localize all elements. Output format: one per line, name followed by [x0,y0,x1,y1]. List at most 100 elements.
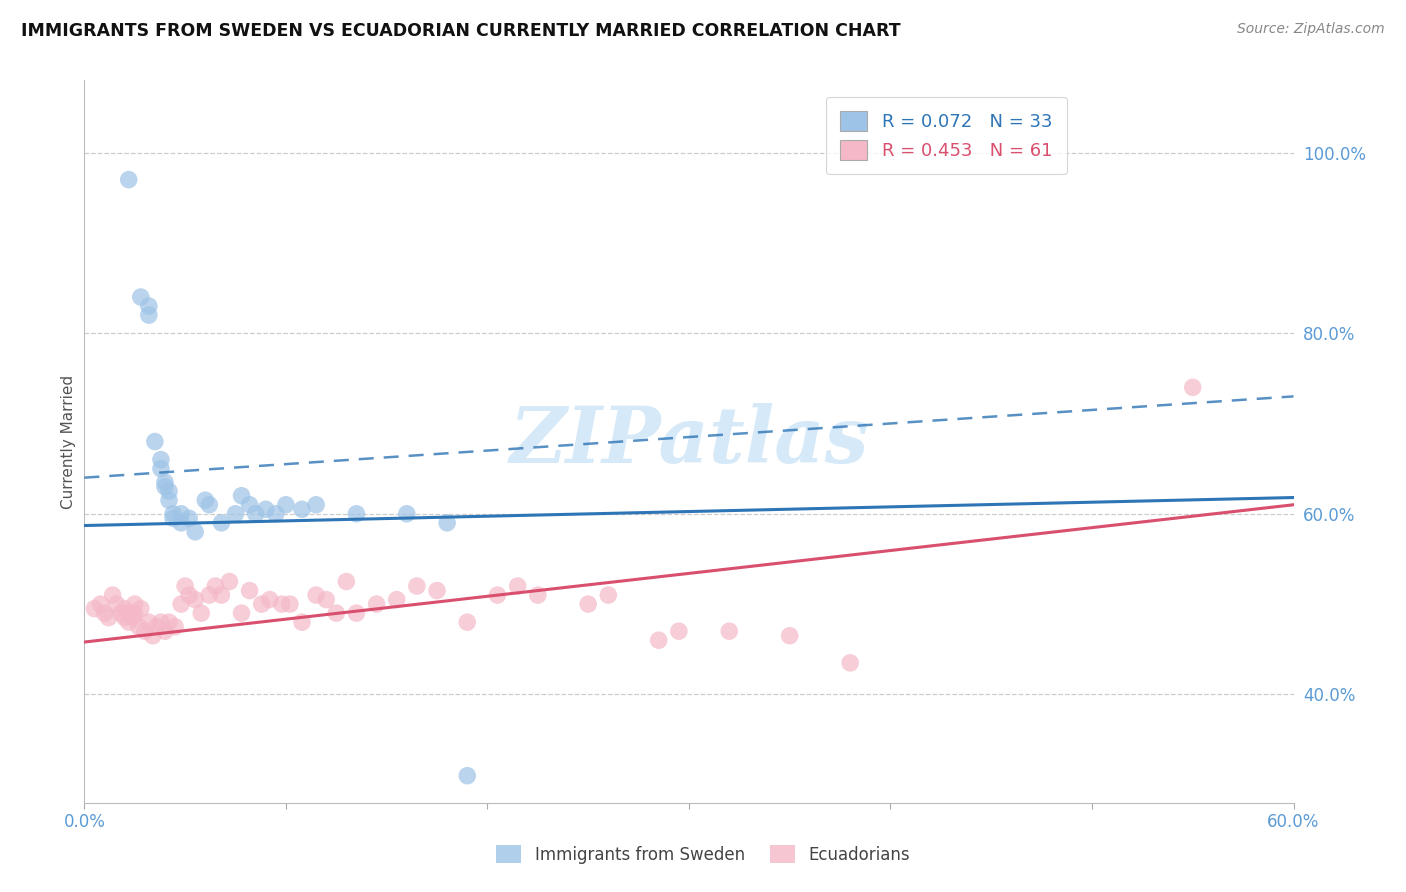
Point [239,583,262,598]
Point [101,588,124,602]
Point [406,579,429,593]
Point [129,601,152,615]
Point [335,574,357,589]
Point [194,493,217,508]
Point [153,624,176,639]
Point [305,588,328,602]
Point [89,597,111,611]
Point [270,597,292,611]
Point [436,516,458,530]
Point [839,656,862,670]
Point [576,597,599,611]
Point [1181,380,1204,394]
Point [718,624,741,639]
Point [118,606,141,620]
Point [239,498,262,512]
Point [143,434,166,449]
Point [162,507,184,521]
Point [231,606,253,620]
Point [153,475,176,490]
Point [134,624,156,639]
Point [184,524,207,539]
Point [315,592,337,607]
Point [264,507,287,521]
Point [149,452,172,467]
Point [209,588,232,602]
Point [366,597,388,611]
Text: IMMIGRANTS FROM SWEDEN VS ECUADORIAN CURRENTLY MARRIED CORRELATION CHART: IMMIGRANTS FROM SWEDEN VS ECUADORIAN CUR… [21,22,901,40]
Point [395,507,418,521]
Point [157,484,180,499]
Point [291,502,314,516]
Point [97,610,120,624]
Point [114,601,136,615]
Point [209,516,232,530]
Legend: Immigrants from Sweden, Ecuadorians: Immigrants from Sweden, Ecuadorians [489,838,917,871]
Point [170,597,193,611]
Point [138,299,160,313]
Point [274,498,297,512]
Point [170,516,193,530]
Point [278,597,301,611]
Point [118,172,141,186]
Point [456,769,478,783]
Point [179,588,201,602]
Point [231,489,253,503]
Point [121,610,143,624]
Point [198,588,221,602]
Point [157,615,180,630]
Point [83,601,105,615]
Point [291,615,314,630]
Point [110,606,132,620]
Point [149,615,172,630]
Text: ZIPatlas: ZIPatlas [509,403,869,480]
Point [779,629,801,643]
Point [165,620,187,634]
Point [93,606,115,620]
Point [527,588,550,602]
Point [254,502,277,516]
Point [668,624,690,639]
Point [118,615,141,630]
Point [506,579,529,593]
Point [648,633,671,648]
Point [138,615,160,630]
Point [128,620,150,634]
Point [114,610,136,624]
Point [129,290,152,304]
Point [162,511,184,525]
Point [124,597,146,611]
Point [124,606,146,620]
Point [146,620,169,634]
Point [174,579,197,593]
Point [426,583,449,598]
Point [142,629,165,643]
Point [149,461,172,475]
Point [346,606,368,620]
Point [170,507,193,521]
Point [153,480,176,494]
Point [190,606,212,620]
Legend: R = 0.072   N = 33, R = 0.453   N = 61: R = 0.072 N = 33, R = 0.453 N = 61 [825,96,1067,174]
Point [486,588,509,602]
Y-axis label: Currently Married: Currently Married [60,375,76,508]
Point [456,615,478,630]
Point [305,498,328,512]
Point [245,507,267,521]
Point [250,597,273,611]
Text: Source: ZipAtlas.com: Source: ZipAtlas.com [1237,22,1385,37]
Point [184,592,207,607]
Point [225,507,247,521]
Point [218,574,240,589]
Point [325,606,347,620]
Point [105,597,128,611]
Point [179,511,201,525]
Point [346,507,368,521]
Point [198,498,221,512]
Point [385,592,408,607]
Point [259,592,281,607]
Point [138,308,160,322]
Point [598,588,620,602]
Point [157,493,180,508]
Point [204,579,226,593]
